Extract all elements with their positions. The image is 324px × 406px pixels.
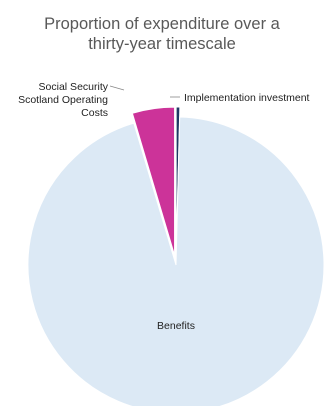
label-operating-costs-line-2: Scotland Operating xyxy=(18,94,108,106)
label-implementation-investment: Implementation investment xyxy=(184,92,310,104)
label-benefits: Benefits xyxy=(157,320,195,332)
label-operating-costs-line-3: Costs xyxy=(81,107,108,119)
pie-slice-benefits xyxy=(27,116,324,406)
operating-costs-leader-line xyxy=(109,85,125,91)
chart-title-line-2: thirty-year timescale xyxy=(88,35,236,53)
pie-slices xyxy=(27,106,324,406)
pie-slice-social-security-scotland-operating-costs xyxy=(131,106,176,256)
label-operating-costs-line-1: Social Security xyxy=(39,81,109,93)
chart-title-line-1: Proportion of expenditure over a xyxy=(44,15,280,33)
chart-title: Proportion of expenditure over a thirty-… xyxy=(0,14,324,54)
